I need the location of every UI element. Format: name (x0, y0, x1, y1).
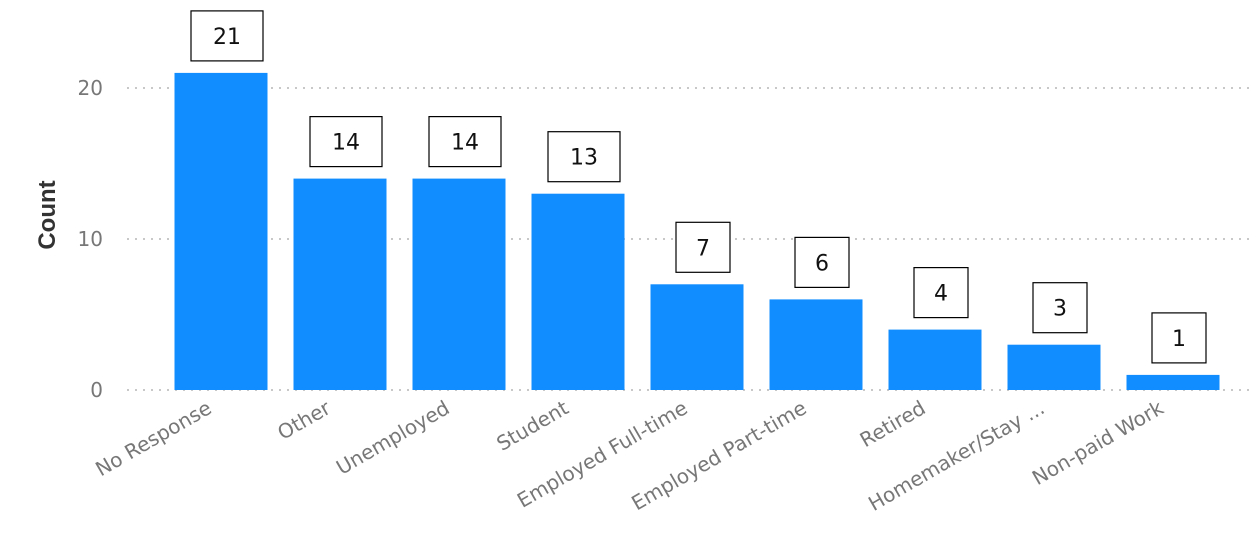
x-tick-label: Student (492, 395, 572, 455)
data-label-box (913, 267, 969, 319)
y-tick-label: 10 (78, 227, 103, 251)
data-label-text: 3 (1053, 297, 1067, 322)
data-label-box (1151, 312, 1207, 364)
y-axis-title: Count (34, 180, 61, 249)
data-label-text: 14 (451, 131, 479, 156)
x-tick-label: Non-paid Work (1028, 395, 1168, 490)
data-label-text: 14 (332, 131, 360, 156)
data-label-box (428, 115, 502, 168)
bar (650, 284, 744, 390)
data-labels: 21 14 14 13 7 6 4 3 1 (190, 10, 1207, 364)
data-label: 4 (913, 267, 969, 319)
bar (412, 178, 506, 390)
y-tick-label: 20 (78, 76, 103, 100)
y-tick-label: 0 (90, 378, 103, 402)
data-label-box (309, 115, 383, 168)
data-label-text: 1 (1172, 327, 1186, 352)
x-tick-label: Retired (856, 396, 930, 453)
data-label-text: 6 (815, 251, 829, 276)
bar (769, 299, 863, 390)
data-label: 21 (190, 10, 264, 62)
data-label: 3 (1032, 282, 1088, 334)
data-label: 13 (547, 131, 621, 183)
data-label-box (190, 10, 264, 62)
data-label-box (1032, 282, 1088, 334)
data-label: 1 (1151, 312, 1207, 364)
y-axis-ticks: 0 10 20 (78, 76, 103, 402)
bar (1007, 344, 1101, 390)
data-label-box (675, 221, 731, 273)
data-label-text: 4 (934, 282, 948, 307)
data-label-box (547, 131, 621, 183)
data-label-text: 21 (213, 25, 241, 50)
data-label: 6 (794, 236, 850, 288)
bar (1126, 374, 1220, 390)
data-label: 14 (428, 115, 502, 168)
data-label-text: 7 (696, 236, 710, 261)
x-tick-label: No Response (91, 396, 215, 482)
data-label: 7 (675, 221, 731, 273)
data-label-text: 13 (570, 146, 598, 171)
bars (174, 72, 1220, 391)
bar (531, 193, 625, 390)
bar (174, 72, 268, 391)
x-tick-label: Unemployed (332, 396, 453, 480)
data-label-box (794, 236, 850, 288)
bar (888, 329, 982, 390)
x-tick-label: Other (273, 395, 335, 445)
data-label: 14 (309, 115, 383, 168)
bar (293, 178, 387, 390)
